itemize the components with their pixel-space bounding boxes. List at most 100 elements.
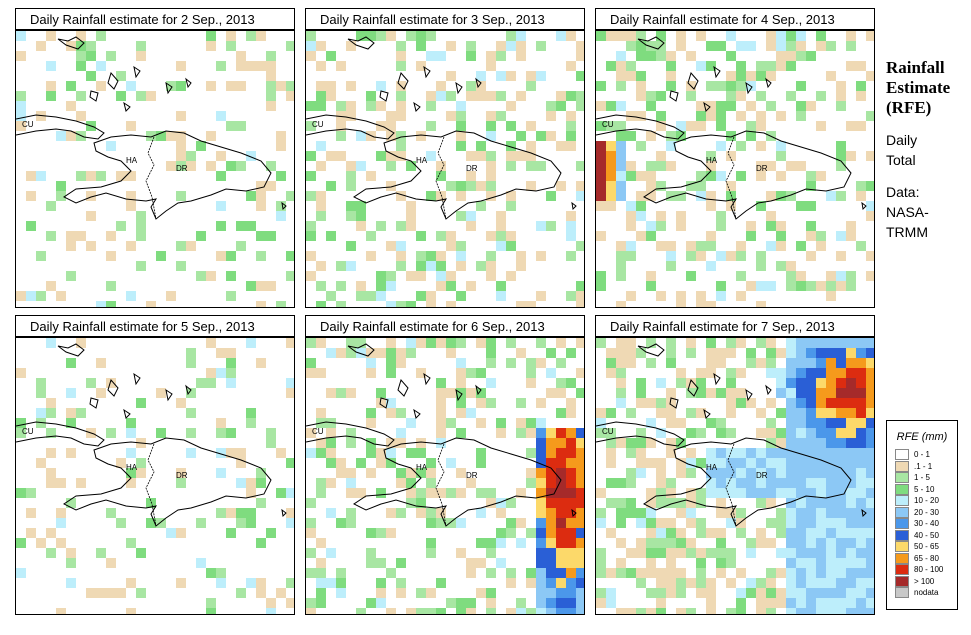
rainfall-cell xyxy=(376,81,386,91)
rainfall-cell xyxy=(566,598,576,608)
rainfall-cell xyxy=(766,498,776,508)
rainfall-cell xyxy=(776,151,786,161)
rainfall-cell xyxy=(836,478,846,488)
rainfall-cell xyxy=(846,398,856,408)
country-label-cu: CU xyxy=(602,427,614,436)
rainfall-cell xyxy=(16,121,26,131)
rainfall-cell xyxy=(676,498,686,508)
rainfall-cell xyxy=(806,468,816,478)
rainfall-cell xyxy=(376,101,386,111)
rainfall-cell xyxy=(436,281,446,291)
rainfall-cell xyxy=(96,31,106,41)
rainfall-cell xyxy=(196,558,206,568)
rainfall-cell xyxy=(606,191,616,201)
rainfall-cell xyxy=(846,558,856,568)
rainfall-cell xyxy=(316,81,326,91)
rainfall-cell xyxy=(226,358,236,368)
rainfall-cell xyxy=(406,418,416,428)
legend-label: 65 - 80 xyxy=(914,553,939,563)
rainfall-cell xyxy=(236,448,246,458)
rainfall-cell xyxy=(666,61,676,71)
rainfall-cell xyxy=(416,61,426,71)
rainfall-cell xyxy=(756,428,766,438)
rainfall-cell xyxy=(866,201,874,211)
rainfall-cell xyxy=(866,271,874,281)
rainfall-cell xyxy=(866,251,874,261)
rainfall-cell xyxy=(156,251,166,261)
rainfall-cell xyxy=(816,448,826,458)
rainfall-cell xyxy=(536,291,546,301)
rainfall-cell xyxy=(616,31,626,41)
country-label-cu: CU xyxy=(312,120,324,129)
rainfall-cell xyxy=(836,141,846,151)
rainfall-cell xyxy=(136,548,146,558)
rainfall-cell xyxy=(156,131,166,141)
rainfall-cell xyxy=(216,448,226,458)
side-text-line: TRMM xyxy=(886,224,928,240)
legend-item: 65 - 80 xyxy=(895,552,957,565)
rainfall-cell xyxy=(206,271,216,281)
coastline xyxy=(669,90,679,102)
rainfall-cell xyxy=(756,261,766,271)
rainfall-cell xyxy=(546,131,556,141)
rainfall-cell xyxy=(316,201,326,211)
rainfall-cell xyxy=(266,598,276,608)
coastline xyxy=(57,36,85,50)
coastline xyxy=(687,71,699,90)
rainfall-cell xyxy=(656,121,666,131)
legend-item: 5 - 10 xyxy=(895,483,957,496)
rainfall-cell xyxy=(666,141,676,151)
rainfall-cell xyxy=(566,131,576,141)
rainfall-cell xyxy=(406,221,416,231)
rainfall-cell xyxy=(486,171,496,181)
rainfall-cell xyxy=(456,241,466,251)
rainfall-cell xyxy=(416,31,426,41)
rainfall-cell xyxy=(856,241,866,251)
legend-item: .1 - 1 xyxy=(895,460,957,473)
rainfall-cell xyxy=(686,488,696,498)
country-label-cu: CU xyxy=(602,120,614,129)
coastline xyxy=(306,421,395,447)
rainfall-cell xyxy=(456,488,466,498)
rainfall-cell xyxy=(326,151,336,161)
rainfall-cell xyxy=(736,41,746,51)
rainfall-cell xyxy=(216,568,226,578)
rainfall-cell xyxy=(56,508,66,518)
rainfall-cell xyxy=(806,368,816,378)
rainfall-cell xyxy=(226,161,236,171)
rainfall-cell xyxy=(416,251,426,261)
rainfall-cell xyxy=(636,438,646,448)
rainfall-cell xyxy=(766,458,776,468)
rainfall-cell xyxy=(776,261,786,271)
rainfall-cell xyxy=(546,538,556,548)
rainfall-cell xyxy=(846,61,856,71)
rainfall-cell xyxy=(676,31,686,41)
rainfall-cell xyxy=(856,448,866,458)
rainfall-cell xyxy=(576,448,584,458)
rainfall-cell xyxy=(756,251,766,261)
rainfall-cell xyxy=(126,418,136,428)
rainfall-cell xyxy=(596,338,606,348)
rainfall-cell xyxy=(36,291,46,301)
rainfall-cell xyxy=(616,378,626,388)
rainfall-cell xyxy=(136,91,146,101)
rainfall-cell xyxy=(796,498,806,508)
rainfall-cell xyxy=(796,578,806,588)
rainfall-cell xyxy=(706,588,716,598)
rainfall-cell xyxy=(436,408,446,418)
rainfall-cell xyxy=(656,428,666,438)
rainfall-cell xyxy=(826,598,836,608)
rainfall-cell xyxy=(796,388,806,398)
rainfall-cell xyxy=(176,241,186,251)
rainfall-cell xyxy=(246,478,256,488)
rainfall-cell xyxy=(486,378,496,388)
rainfall-cell xyxy=(736,171,746,181)
panel-title: Daily Rainfall estimate for 2 Sep., 2013 xyxy=(15,8,295,30)
rainfall-cell xyxy=(716,121,726,131)
rainfall-cell xyxy=(786,31,796,41)
rainfall-cell xyxy=(596,121,606,131)
rainfall-cell xyxy=(396,558,406,568)
rainfall-cell xyxy=(726,151,736,161)
rainfall-cell xyxy=(636,508,646,518)
rainfall-cell xyxy=(656,608,666,614)
